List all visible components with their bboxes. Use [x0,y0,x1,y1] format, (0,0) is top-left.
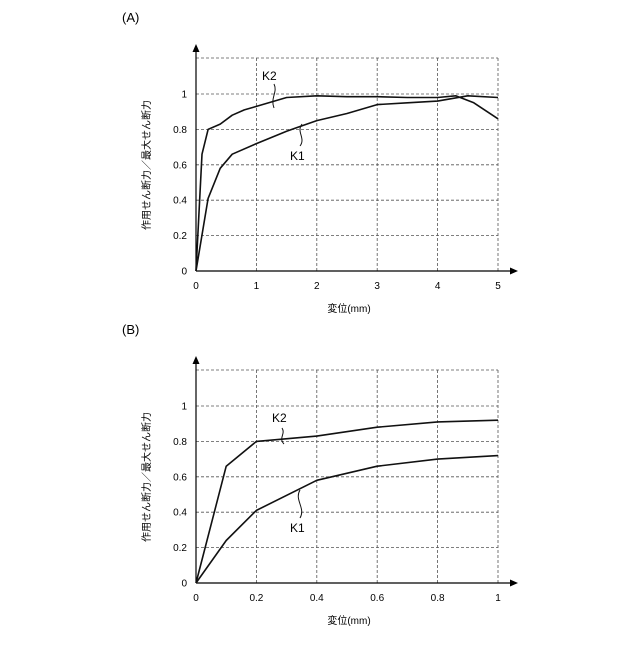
y-tick-label: 0.8 [173,125,187,136]
y-tick-label: 0.4 [173,508,187,519]
series-leader-k1 [300,124,302,146]
y-tick-label: 0 [181,267,187,278]
series-label-k1: K1 [290,521,305,535]
x-tick-label: 0 [193,593,199,604]
x-tick-label: 3 [374,281,380,292]
y-tick-label: 1 [181,90,187,101]
series-leader-k2 [273,84,275,108]
x-tick-label: 0.6 [370,593,384,604]
y-axis-arrow [193,44,200,52]
y-tick-label: 0.8 [173,437,187,448]
y-tick-label: 0.2 [173,231,187,242]
y-tick-label: 0.6 [173,472,187,483]
x-axis-title: 変位(mm) [327,614,370,627]
y-axis-title: 作用せん断力／最大せん断力 [140,100,153,230]
series-line-k2 [196,420,498,583]
series-label-k1: K1 [290,149,305,163]
panel-label: (A) [122,10,139,25]
series-leader-k1 [298,490,301,518]
x-tick-label: 0.4 [310,593,324,604]
chart-panel-b: (B) 0 0.2 0.4 0.6 0.8 1 0 0.2 0.4 0.6 0.8 1 変位(mm) 作用せ… [122,322,518,627]
y-axis-arrow [193,356,200,364]
x-tick-label: 0.8 [431,593,445,604]
series-label-k2: K2 [262,69,277,83]
x-tick-label: 4 [435,281,441,292]
y-tick-label: 0.2 [173,543,187,554]
x-tick-label: 2 [314,281,320,292]
y-tick-label: 1 [181,402,187,413]
x-axis-title: 変位(mm) [327,302,370,315]
x-axis-arrow [510,268,518,275]
y-axis-title: 作用せん断力／最大せん断力 [140,412,153,542]
x-tick-label: 0.2 [249,593,263,604]
series-line-k1 [196,456,498,583]
grid [196,370,498,583]
y-tick-label: 0.6 [173,160,187,171]
x-tick-label: 1 [254,281,260,292]
x-tick-label: 0 [193,281,199,292]
x-axis-arrow [510,580,518,587]
panel-label: (B) [122,322,139,337]
grid [196,58,498,271]
series-label-k2: K2 [272,411,287,425]
series-line-k1 [196,96,498,271]
y-tick-label: 0.4 [173,196,187,207]
y-tick-label: 0 [181,579,187,590]
chart-panel-a: (A) 0 1 2 3 4 5 0 0.2 0.4 0.6 0.8 1 変位(mm) 作用せん断力／最大せん… [122,10,518,315]
x-tick-label: 5 [495,281,501,292]
x-tick-label: 1 [495,593,501,604]
series-line-k2 [196,96,498,271]
